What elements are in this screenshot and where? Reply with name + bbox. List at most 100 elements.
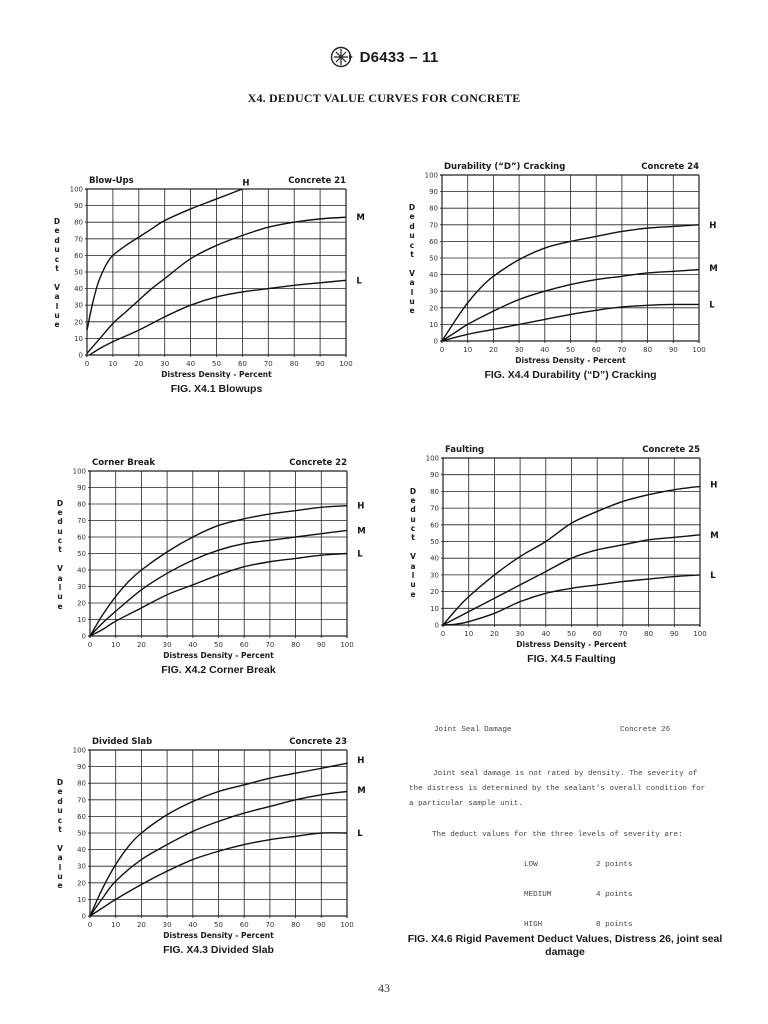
y-axis-label-letter: c (409, 240, 415, 250)
y-axis-label-letter: a (57, 853, 63, 863)
y-tick-label: 90 (430, 471, 439, 479)
y-axis-label-letter: l (411, 571, 415, 581)
y-axis-label-letter: D (56, 498, 64, 508)
chart-title: Durability (“D”) Cracking (444, 162, 566, 172)
x-axis-label: Distress Density - Percent (163, 931, 274, 940)
chart-code: Concrete 24 (641, 162, 699, 172)
severity-label-h: H (710, 481, 717, 491)
series-line-l (442, 574, 701, 626)
y-tick-label: 0 (82, 633, 86, 641)
y-tick-label: 20 (430, 588, 439, 596)
y-tick-label: 40 (77, 846, 86, 854)
x-tick-label: 90 (669, 346, 678, 354)
y-tick-label: 60 (74, 252, 83, 260)
y-tick-label: 100 (425, 172, 438, 180)
severity-low-value: 2 points (596, 861, 633, 869)
y-tick-label: 40 (430, 555, 439, 563)
series-line-m (441, 268, 700, 342)
y-axis-label-letter: l (58, 862, 62, 872)
y-tick-label: 100 (73, 747, 86, 755)
y-axis-label-letter: t (55, 263, 59, 273)
x-tick-label: 0 (88, 921, 92, 929)
y-axis-label-letter: u (409, 231, 415, 241)
severity-label-m: M (710, 531, 718, 541)
y-tick-label: 20 (429, 304, 438, 312)
y-tick-label: 40 (74, 285, 83, 293)
x-tick-label: 100 (692, 346, 705, 354)
x-tick-label: 80 (290, 360, 299, 368)
y-tick-label: 50 (429, 255, 438, 263)
severity-label-h: H (709, 221, 716, 231)
x-tick-label: 10 (111, 921, 120, 929)
y-axis-label-letter: V (57, 843, 63, 853)
x-tick-label: 10 (464, 630, 473, 638)
chart-title: Blow-Ups (89, 176, 134, 186)
x-tick-label: 90 (317, 921, 326, 929)
y-axis-label-letter: u (57, 592, 63, 602)
y-axis-label-letter: t (411, 533, 415, 543)
severity-label-m: M (357, 526, 365, 536)
x-tick-label: 40 (186, 360, 195, 368)
y-tick-label: 80 (429, 205, 438, 213)
y-axis-label-letter: e (57, 601, 63, 611)
section-title: X4. DEDUCT VALUE CURVES FOR CONCRETE (247, 91, 521, 105)
x-axis-label: Distress Density - Percent (163, 651, 274, 660)
series-line-l (89, 552, 348, 637)
severity-label-l: L (357, 829, 363, 839)
y-tick-label: 60 (77, 534, 86, 542)
y-tick-label: 80 (74, 219, 83, 227)
severity-label-l: L (356, 276, 362, 286)
x-tick-label: 50 (214, 921, 223, 929)
y-axis-label-letter: u (57, 871, 63, 881)
severity-high-value: 8 points (596, 921, 633, 929)
y-axis-label-letter: a (57, 573, 63, 583)
x-tick-label: 60 (240, 921, 249, 929)
joint-seal-title: Joint Seal Damage (434, 726, 512, 734)
series-line-h (442, 485, 701, 626)
y-tick-label: 70 (74, 235, 83, 243)
page-number: 43 (378, 981, 390, 995)
x-tick-label: 30 (163, 641, 172, 649)
y-axis-label-letter: u (54, 310, 60, 320)
y-axis-label-letter: e (410, 589, 416, 599)
x-tick-label: 20 (489, 346, 498, 354)
x-tick-label: 50 (212, 360, 221, 368)
x-axis-label: Distress Density - Percent (161, 370, 272, 379)
y-axis-label-letter: l (55, 301, 59, 311)
severity-label-h: H (242, 178, 249, 188)
x-tick-label: 50 (567, 630, 576, 638)
y-tick-label: 100 (426, 455, 439, 463)
severity-label-l: L (357, 550, 363, 560)
x-tick-label: 10 (108, 360, 117, 368)
y-tick-label: 40 (429, 271, 438, 279)
y-tick-label: 30 (77, 583, 86, 591)
x-tick-label: 80 (291, 641, 300, 649)
joint-seal-para1-line1: Joint seal damage is not rated by densit… (433, 770, 698, 778)
y-axis-label-letter: u (410, 580, 416, 590)
y-tick-label: 30 (74, 302, 83, 310)
joint-seal-para2: The deduct values for the three levels o… (432, 831, 683, 839)
series-line-h (441, 224, 700, 342)
y-tick-label: 30 (77, 863, 86, 871)
y-axis-label-letter: u (409, 296, 415, 306)
y-tick-label: 90 (77, 484, 86, 492)
chart-code: Concrete 23 (289, 737, 347, 747)
y-tick-label: 10 (77, 896, 86, 904)
y-tick-label: 70 (77, 517, 86, 525)
y-axis-label-letter: e (409, 212, 415, 222)
y-axis-label-letter: c (54, 254, 60, 264)
figure-caption: FIG. X4.2 Corner Break (161, 664, 276, 676)
x-tick-label: 50 (566, 346, 575, 354)
x-tick-label: 40 (188, 641, 197, 649)
series-line-h (89, 762, 348, 917)
severity-label-h: H (357, 502, 364, 512)
y-tick-label: 10 (430, 605, 439, 613)
y-tick-label: 100 (70, 186, 83, 194)
x-tick-label: 20 (137, 921, 146, 929)
